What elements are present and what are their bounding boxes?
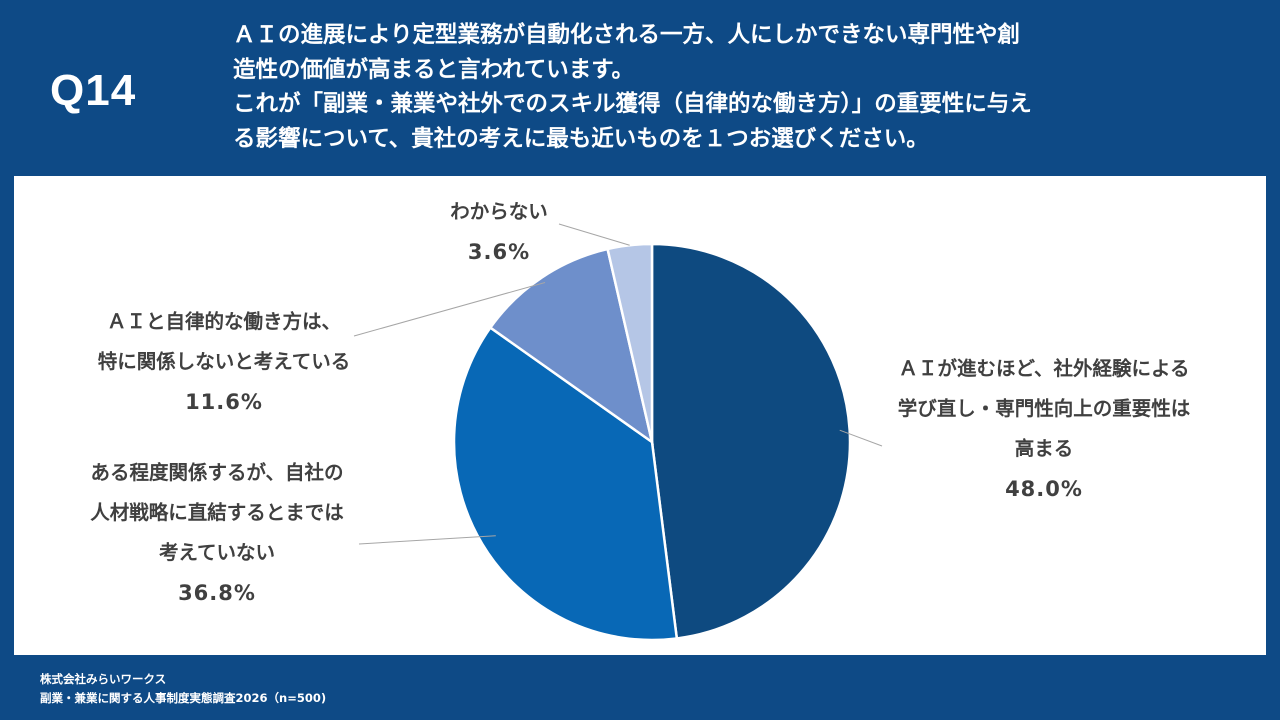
slice-label-line: 人材戦略に直結するとまでは (90, 501, 344, 524)
chart-panel: ＡＩが進むほど、社外経験による 学び直し・専門性向上の重要性は 高まる 48.0… (14, 176, 1266, 655)
slice-label-1: ある程度関係するが、自社の 人材戦略に直結するとまでは 考えていない 36.8% (52, 453, 382, 613)
slice-value-label: 36.8% (178, 581, 256, 605)
pie-slice (452, 325, 679, 642)
leader-lines (353, 223, 883, 545)
slice-label-line: 高まる (1014, 437, 1074, 460)
slice-value-label: 3.6% (467, 240, 531, 264)
question-line: 造性の価値が高まると言われています。 (233, 56, 634, 83)
question-line: る影響について、貴社の考えに最も近いものを１つお選びください。 (233, 125, 929, 152)
question-text: ＡＩの進展により定型業務が自動化される一方、人にしかできない専門性や創 造性の価… (233, 18, 1233, 156)
pie-chart (353, 223, 883, 642)
header: Q14 ＡＩの進展により定型業務が自動化される一方、人にしかできない専門性や創 … (0, 0, 1280, 172)
leader-line (358, 535, 496, 545)
slice-label-3: わからない 3.6% (414, 192, 584, 272)
slice-label-line: ＡＩが進むほど、社外経験による (898, 357, 1190, 380)
slice-value-label: 48.0% (1005, 477, 1083, 501)
leader-line (839, 429, 883, 447)
slice-label-line: 特に関係しないと考えている (97, 350, 351, 373)
slice-value-label: 11.6% (185, 390, 263, 414)
slice-label-line: 考えていない (158, 541, 276, 564)
footer-survey: 副業・兼業に関する人事制度実態調査2026（n=500) (40, 691, 327, 705)
pie-slice (488, 247, 654, 445)
leader-line (353, 281, 546, 337)
question-line: これが「副業・兼業や社外でのスキル獲得（自律的な働き方）」の重要性に与え (233, 91, 1032, 117)
pie-slice (650, 242, 852, 640)
leader-line (558, 223, 630, 246)
question-number: Q14 (50, 66, 137, 115)
question-line: ＡＩの進展により定型業務が自動化される一方、人にしかできない専門性や創 (233, 22, 1021, 48)
footer-company: 株式会社みらいワークス (40, 672, 167, 686)
slice-label-line: ＡＩと自律的な働き方は、 (106, 310, 341, 333)
slice-label-2: ＡＩと自律的な働き方は、 特に関係しないと考えている 11.6% (59, 302, 389, 422)
footer: 株式会社みらいワークス 副業・兼業に関する人事制度実態調査2026（n=500) (40, 670, 326, 708)
slice-label-line: 学び直し・専門性向上の重要性は (897, 397, 1191, 420)
slice-label-0: ＡＩが進むほど、社外経験による 学び直し・専門性向上の重要性は 高まる 48.0… (864, 349, 1224, 509)
slice-label-line: わからない (450, 200, 548, 223)
pie-slices (452, 242, 852, 642)
slice-label-line: ある程度関係するが、自社の (90, 461, 344, 484)
